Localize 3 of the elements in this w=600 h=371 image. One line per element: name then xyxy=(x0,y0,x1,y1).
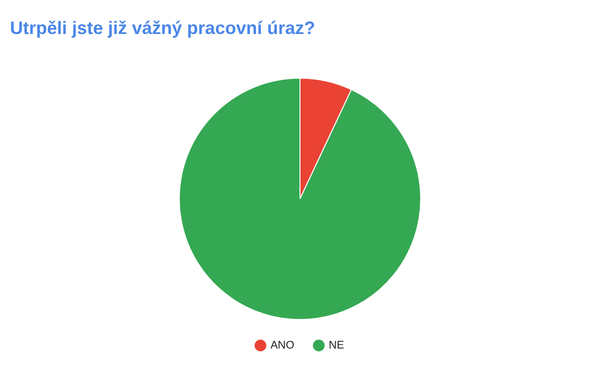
legend-label: ANO xyxy=(270,340,295,352)
legend-label: NE xyxy=(328,340,344,352)
chart-title: Utrpěli jste již vážný pracovní úraz? xyxy=(10,18,316,38)
